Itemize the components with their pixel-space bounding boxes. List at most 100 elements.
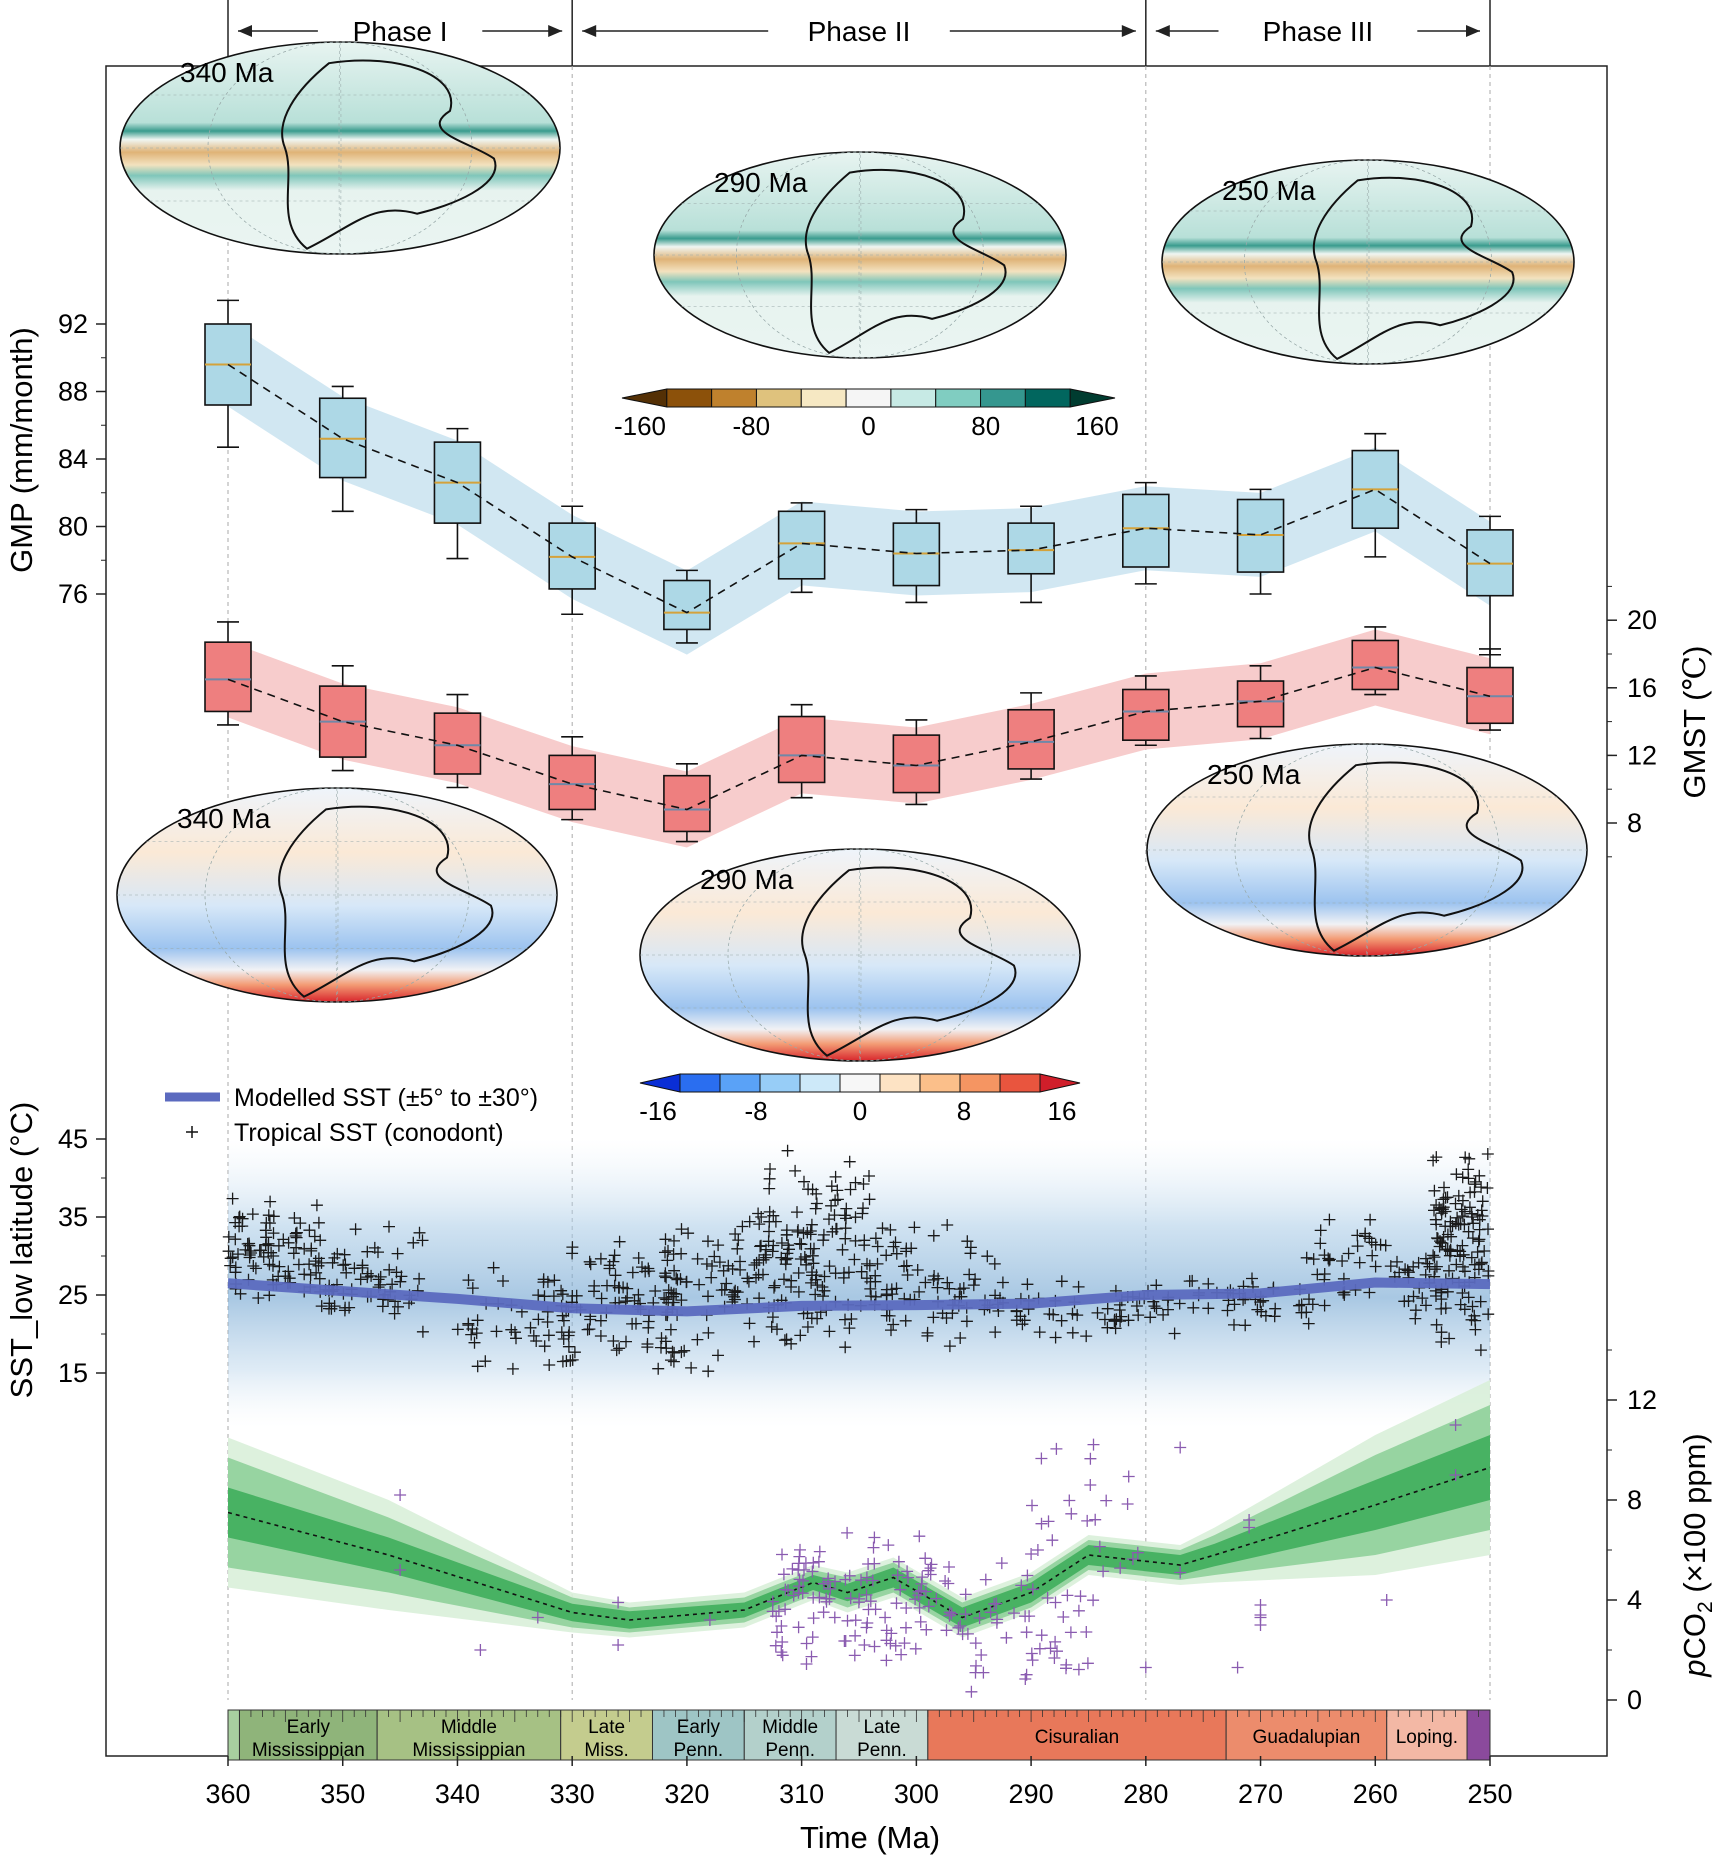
conodont-point <box>224 1252 237 1265</box>
conodont-point <box>765 1320 778 1333</box>
conodont-point <box>905 1242 918 1255</box>
conodont-point <box>1314 1224 1327 1237</box>
conodont-point <box>413 1226 426 1239</box>
pco2-proxy-point <box>940 1624 953 1637</box>
pco2-proxy-point <box>864 1595 877 1608</box>
pco2-proxy-point <box>823 1592 836 1605</box>
pco2-proxy-point <box>970 1659 982 1672</box>
pco2-tick-label: 4 <box>1627 1585 1642 1615</box>
conodont-point <box>222 1230 235 1243</box>
conodont-point <box>524 1321 537 1334</box>
conodont-point <box>262 1239 275 1252</box>
conodont-point <box>652 1362 665 1375</box>
pco2-tick-label: 8 <box>1627 1485 1642 1515</box>
conodont-point <box>809 1202 822 1215</box>
conodont-point <box>779 1258 792 1271</box>
pco2-proxy-point <box>394 1489 407 1501</box>
pco2-proxy-point <box>1449 1469 1462 1481</box>
conodont-point <box>817 1228 830 1241</box>
conodont-point <box>1430 1318 1443 1331</box>
conodont-point <box>1132 1309 1145 1322</box>
sst-tick-label: 45 <box>58 1124 88 1154</box>
pco2-proxy-point <box>769 1639 782 1652</box>
pco2-proxy-point <box>990 1597 1003 1610</box>
conodont-point <box>509 1326 521 1339</box>
pco2-proxy-point <box>1139 1661 1152 1674</box>
conodont-point <box>778 1334 791 1347</box>
timescale-label-line: Middle <box>441 1717 497 1738</box>
conodont-point <box>705 1271 718 1284</box>
pco2-proxy-point <box>914 1615 927 1628</box>
timescale-label: Middle Mississippian <box>412 1717 525 1761</box>
conodont-point <box>413 1272 426 1285</box>
pco2-proxy-point <box>1081 1514 1094 1527</box>
pco2-proxy-point <box>813 1545 826 1558</box>
conodont-point <box>328 1300 341 1313</box>
conodont-point <box>229 1233 242 1246</box>
conodont-point <box>564 1354 577 1367</box>
conodont-point <box>1014 1310 1027 1323</box>
sst-tick-label: 15 <box>58 1358 88 1388</box>
conodont-point <box>880 1249 893 1262</box>
conodont-point <box>766 1311 779 1324</box>
conodont-point <box>660 1293 673 1306</box>
conodont-point <box>805 1266 818 1279</box>
paleo-maps: 340 Ma 290 Ma 250 Ma 340 Ma 290 Ma 250 Ma <box>116 41 1588 1062</box>
conodont-point <box>794 1329 807 1342</box>
conodont-point <box>829 1170 842 1183</box>
pco2-proxy-point <box>891 1569 904 1582</box>
x-tick-label: 290 <box>1009 1779 1054 1809</box>
conodont-point <box>757 1253 770 1266</box>
pco2-proxy-point <box>841 1614 854 1627</box>
conodont-point <box>869 1232 882 1245</box>
gmst-plot <box>204 621 1514 848</box>
pco2-proxy-point <box>787 1589 800 1602</box>
map-meridian <box>204 787 470 1003</box>
conodont-point <box>260 1216 273 1229</box>
conodont-point <box>543 1359 556 1371</box>
pco2-proxy-point <box>909 1642 922 1655</box>
colorbar-tick-label: -16 <box>639 1096 677 1126</box>
conodont-point <box>844 1183 857 1196</box>
pco2-proxy-point <box>1089 1513 1102 1526</box>
conodont-point <box>1187 1301 1200 1314</box>
conodont-point <box>678 1344 691 1357</box>
pco2-proxy-point <box>920 1623 933 1636</box>
pco2-proxy-point <box>954 1620 967 1632</box>
phase-arrow-head <box>548 25 563 37</box>
box <box>1007 522 1055 575</box>
conodont-point <box>1295 1298 1308 1311</box>
pco2-proxy-point <box>771 1626 783 1639</box>
pco2-proxy-point <box>812 1555 825 1568</box>
conodont-point <box>818 1270 831 1283</box>
conodont-point <box>1336 1255 1349 1267</box>
pco2-proxy-point <box>1072 1604 1085 1617</box>
x-tick-label: 360 <box>205 1779 250 1809</box>
pco2-proxy-point <box>1097 1565 1110 1578</box>
paleo-map: 290 Ma <box>639 848 1081 1062</box>
conodont-point <box>1363 1286 1376 1299</box>
conodont-point <box>304 1269 317 1281</box>
conodont-point <box>838 1209 851 1222</box>
conodont-point <box>919 1276 932 1289</box>
colorbar-swatch <box>980 388 1026 408</box>
conodont-point <box>314 1234 327 1247</box>
conodont-point <box>865 1290 878 1303</box>
conodont-point <box>831 1193 844 1206</box>
conodont-point <box>743 1317 756 1330</box>
timescale-label-line: Mississippian <box>412 1740 525 1761</box>
conodont-point <box>1429 1263 1441 1276</box>
conodont-point <box>1342 1247 1355 1260</box>
pco2-median-line <box>227 1466 1491 1621</box>
phase-header: Phase I Phase II Phase III <box>227 0 1491 66</box>
pco2-proxy-point <box>885 1627 898 1640</box>
conodont-point <box>1122 1314 1135 1327</box>
conodont-point <box>1451 1211 1464 1224</box>
map-coastline <box>801 866 1017 1057</box>
pco2-proxy-point <box>973 1612 986 1624</box>
conodont-point <box>898 1260 910 1273</box>
conodont-point <box>927 1229 940 1242</box>
timescale-label-line: Mississippian <box>252 1740 365 1761</box>
pco2-proxy-point <box>1093 1540 1106 1553</box>
conodont-point <box>1251 1303 1264 1316</box>
